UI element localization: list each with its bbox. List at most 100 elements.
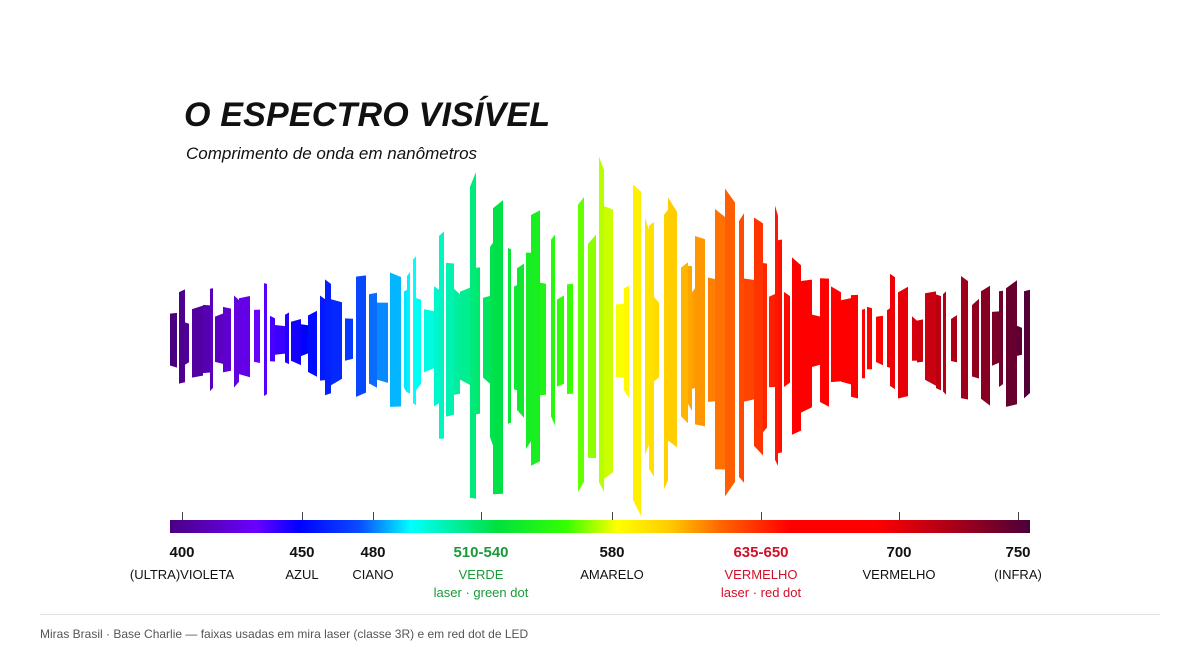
waveform-spike: [972, 298, 979, 379]
waveform-spike: [925, 291, 936, 386]
waveform-spike: [739, 213, 744, 483]
waveform-spike: [851, 294, 858, 399]
spectrum-waveform: [170, 156, 1030, 516]
waveform-spike: [951, 315, 957, 363]
waveform-spike: [664, 209, 668, 490]
nm-label-510-540: 510-540: [453, 544, 509, 561]
waveform-spike: [483, 295, 490, 384]
waveform-spike: [254, 309, 260, 363]
waveform-spike: [645, 217, 649, 455]
waveform-spike: [715, 209, 725, 470]
waveform-spike: [708, 277, 715, 402]
waveform-spike: [325, 279, 331, 396]
nm-label-580: 580: [599, 544, 625, 561]
nm-label-450: 450: [289, 544, 315, 561]
waveform-spike: [434, 286, 439, 407]
waveform-spike: [369, 292, 377, 388]
waveform-spike: [264, 283, 267, 396]
waveform-spike: [446, 262, 454, 417]
waveform-spike: [170, 312, 177, 368]
waveform-spike: [454, 288, 460, 395]
waveform-spike: [936, 294, 941, 391]
waveform-spike: [301, 324, 308, 357]
band-label-red-laser: VERMELHO: [724, 567, 798, 582]
waveform-spike: [961, 276, 968, 400]
waveform-spike: [377, 302, 388, 383]
waveform-spike: [754, 217, 763, 456]
band-label-yellow: AMARELO: [580, 567, 644, 582]
waveform-spike: [308, 310, 317, 377]
waveform-spike: [331, 299, 342, 386]
waveform-spike: [841, 298, 851, 385]
waveform-spike: [291, 319, 301, 366]
waveform-spike: [1006, 280, 1017, 407]
waveform-spike: [470, 172, 476, 499]
tick-750: [1018, 512, 1019, 520]
use-note-green: laser · green dot: [433, 585, 529, 600]
nm-label-400: 400: [169, 544, 195, 561]
waveform-spike: [514, 285, 517, 391]
footer-divider: [40, 614, 1160, 615]
waveform-spike: [540, 282, 546, 396]
waveform-spike: [744, 278, 754, 402]
waveform-spike: [599, 156, 604, 492]
waveform-spike: [345, 318, 353, 361]
waveform-spike: [763, 263, 767, 433]
waveform-spike: [439, 231, 444, 439]
tick-580: [612, 512, 613, 520]
waveform-spike: [981, 285, 990, 406]
band-label-violet: (ULTRA)VIOLETA: [129, 567, 235, 582]
waveform-spike: [784, 291, 790, 387]
waveform-spike: [285, 312, 289, 365]
tick-480: [373, 512, 374, 520]
waveform-spike: [725, 188, 735, 497]
waveform-spike: [775, 205, 778, 466]
tick-510-540: [481, 512, 482, 520]
waveform-spike: [390, 272, 401, 407]
waveform-spike: [820, 278, 829, 407]
waveform-spike: [210, 288, 213, 392]
waveform-spike: [192, 305, 203, 378]
use-note-red: laser · red dot: [720, 585, 802, 600]
waveform-spike: [320, 295, 325, 381]
waveform-spike: [616, 303, 624, 378]
waveform-spike: [578, 197, 584, 492]
tick-400: [182, 512, 183, 520]
waveform-spike: [215, 313, 223, 364]
waveform-spike: [654, 297, 659, 382]
waveform-spike: [604, 206, 613, 479]
waveform-spike: [1017, 325, 1022, 356]
waveform-spike: [508, 248, 511, 424]
waveform-spike: [624, 285, 629, 398]
band-label-red: VERMELHO: [862, 567, 936, 582]
waveform-spike: [912, 316, 917, 361]
waveform-spike: [239, 296, 250, 378]
waveform-spike: [203, 304, 210, 374]
waveform-spike: [490, 242, 493, 446]
page-subtitle: Comprimento de onda em nanômetros: [186, 144, 478, 163]
waveform-spike: [234, 295, 239, 388]
waveform-spike: [557, 295, 564, 387]
waveform-spike: [943, 291, 946, 395]
waveform-spike: [460, 287, 470, 385]
waveform-spike: [404, 289, 407, 393]
nm-label-635-650: 635-650: [733, 544, 789, 561]
waveform-spike: [862, 308, 865, 379]
waveform-spike: [831, 286, 841, 383]
waveform-spike: [769, 294, 775, 388]
waveform-spike: [588, 234, 596, 459]
band-label-infra: (INFRA): [994, 567, 1042, 582]
waveform-spike: [179, 289, 185, 384]
waveform-spike: [681, 262, 688, 424]
waveform-spike: [356, 275, 366, 397]
waveform-spike: [407, 271, 410, 394]
waveform-spike: [692, 288, 695, 389]
waveform-spike: [531, 210, 540, 466]
spectrum-gradient-bar: [170, 520, 1030, 533]
waveform-spike: [668, 197, 677, 448]
waveform-spike: [688, 265, 692, 411]
waveform-spike: [992, 311, 999, 366]
waveform-spike: [493, 200, 503, 495]
waveform-spike: [649, 222, 654, 477]
waveform-spike: [275, 325, 285, 355]
